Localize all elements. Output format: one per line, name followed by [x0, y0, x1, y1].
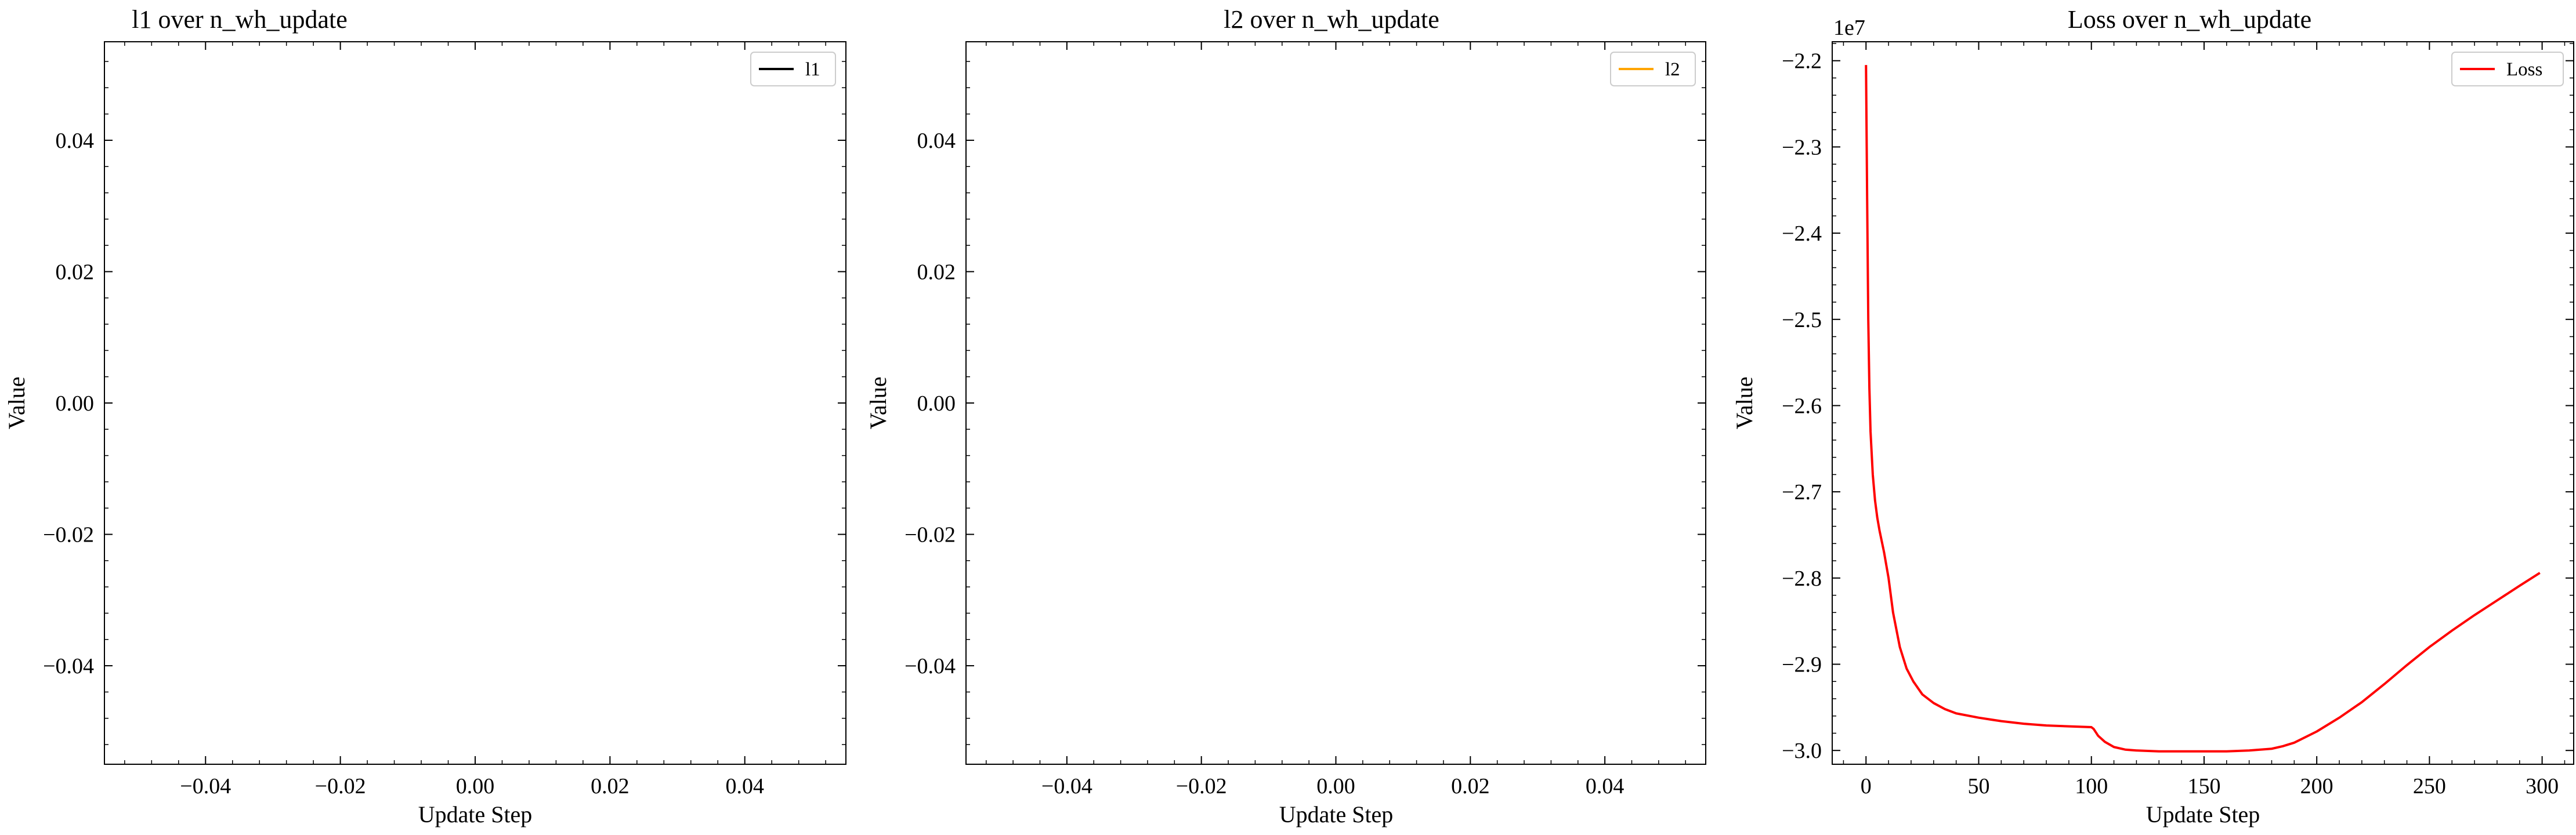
y-axis-ticks: −0.04 −0.02 0.00 0.02 0.04 [43, 61, 846, 745]
plot-frame [1832, 41, 2574, 765]
y-tick-label: −2.9 [1782, 653, 1822, 677]
x-axis-ticks: −0.04 −0.02 0.00 0.02 0.04 [124, 42, 826, 798]
legend-label: l2 [1665, 59, 1680, 80]
x-tick-label: 0.00 [456, 774, 495, 798]
chart-title: l1 over n_wh_update [132, 5, 347, 34]
series-line-loss [1865, 65, 2541, 753]
y-tick-label: −2.7 [1782, 480, 1822, 504]
series-layer [1865, 65, 2541, 753]
x-tick-label: 0.04 [1586, 774, 1625, 798]
x-tick-label: −0.04 [180, 774, 231, 798]
y-tick-label: 0.04 [56, 129, 95, 153]
legend: l1 [750, 52, 836, 86]
x-tick-label: 250 [2413, 774, 2446, 798]
y-tick-label: −2.2 [1782, 49, 1822, 74]
legend-box [2451, 52, 2564, 86]
y-tick-label: 0.02 [56, 260, 95, 284]
x-tick-label: 150 [2187, 774, 2220, 798]
y-tick-label: −2.5 [1782, 308, 1822, 332]
y-tick-label: −3.0 [1782, 739, 1822, 763]
y-tick-label: −2.4 [1782, 222, 1822, 246]
legend: Loss [2451, 52, 2564, 86]
x-axis-ticks: 0 50 100 150 200 250 300 [1843, 42, 2566, 798]
x-axis-ticks: −0.04 −0.02 0.00 0.02 0.04 [986, 42, 1686, 798]
y-axis-ticks: −3.0 −2.9 −2.8 −2.7 −2.6 −2.5 −2.4 −2.3 −2.2 [1782, 43, 2574, 763]
y-tick-label: −2.3 [1782, 135, 1822, 159]
legend: l2 [1610, 52, 1696, 86]
chart-panel-3: Loss over n_wh_update 1e7 0 50 100 150 200 25… [1731, 5, 2574, 827]
x-axis-label: Update Step [1279, 801, 1394, 827]
x-tick-label: 0.02 [1451, 774, 1490, 798]
x-tick-label: 0 [1861, 774, 1872, 798]
y-axis-label: Value [1731, 376, 1757, 429]
chart-title: Loss over n_wh_update [2068, 5, 2311, 34]
y-tick-label: −0.02 [905, 523, 956, 547]
y-tick-label: −0.02 [43, 523, 94, 547]
x-tick-label: 300 [2526, 774, 2559, 798]
x-tick-label: 0.04 [725, 774, 764, 798]
x-axis-label: Update Step [418, 801, 533, 827]
x-axis-label: Update Step [2146, 801, 2260, 827]
y-axis-offset-label: 1e7 [1833, 16, 1865, 40]
legend-label: l1 [805, 59, 820, 80]
x-tick-label: 0.02 [591, 774, 629, 798]
x-tick-label: −0.02 [315, 774, 366, 798]
chart-panel-1: l1 over n_wh_update −0.04 −0.02 0.00 0.02 0.… [3, 5, 846, 827]
y-tick-label: 0.02 [917, 260, 956, 284]
x-tick-label: 0.00 [1316, 774, 1355, 798]
x-tick-label: −0.02 [1176, 774, 1227, 798]
x-tick-label: 200 [2300, 774, 2333, 798]
y-axis-label: Value [3, 376, 30, 429]
x-tick-label: −0.04 [1041, 774, 1092, 798]
y-tick-label: 0.00 [917, 391, 956, 416]
y-tick-label: 0.04 [917, 129, 956, 153]
legend-label: Loss [2506, 59, 2542, 80]
y-tick-label: 0.00 [56, 391, 95, 416]
chart-title: l2 over n_wh_update [1224, 5, 1439, 34]
y-tick-label: −2.6 [1782, 394, 1822, 418]
y-tick-label: −0.04 [905, 654, 956, 678]
y-axis-ticks: −0.04 −0.02 0.00 0.02 0.04 [905, 61, 1706, 745]
x-tick-label: 100 [2075, 774, 2108, 798]
y-tick-label: −0.04 [43, 654, 94, 678]
y-axis-label: Value [865, 376, 891, 429]
chart-panel-2: l2 over n_wh_update −0.04 −0.02 0.00 0.02 0.… [865, 5, 1706, 827]
y-tick-label: −2.8 [1782, 567, 1822, 591]
x-tick-label: 50 [1967, 774, 1989, 798]
